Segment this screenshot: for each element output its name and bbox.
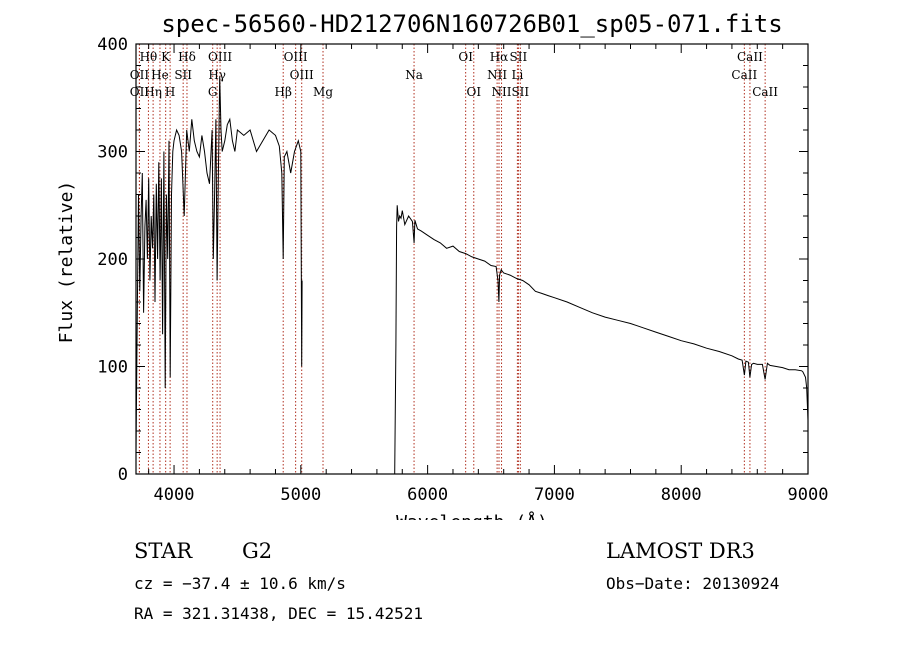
- line-label: NII: [487, 68, 507, 82]
- line-label: Hδ: [178, 50, 196, 64]
- x-axis-label: Wavelength (Å): [396, 511, 548, 520]
- plot-frame: [135, 43, 809, 475]
- x-tick-label: 8000: [661, 485, 702, 505]
- x-tick-label: 4000: [154, 485, 195, 505]
- y-tick-label: 200: [97, 250, 128, 270]
- object-subclass: G2: [242, 539, 273, 563]
- y-tick-label: 400: [97, 35, 128, 55]
- line-label: OI: [466, 85, 481, 99]
- line-markers: [138, 44, 766, 474]
- x-tick-label: 7000: [534, 485, 575, 505]
- line-label: Hθ: [140, 50, 158, 64]
- x-tick-label: 5000: [280, 485, 321, 505]
- y-tick-label: 0: [118, 465, 128, 485]
- line-label: OIII: [208, 50, 232, 64]
- line-label: Hα: [490, 50, 509, 64]
- line-label: OII: [130, 85, 150, 99]
- line-label: SII: [510, 50, 528, 64]
- x-tick-label: 9000: [788, 485, 829, 505]
- line-label: Li: [511, 68, 523, 82]
- line-label: CaII: [737, 50, 763, 64]
- line-label: Hη: [144, 85, 162, 99]
- survey-name: LAMOST DR3: [606, 539, 755, 563]
- line-label: He: [151, 68, 169, 82]
- coordinates: RA = 321.31438, DEC = 15.42521: [134, 604, 423, 623]
- line-label: Hγ: [208, 68, 226, 82]
- line-label: Mg: [313, 85, 333, 99]
- line-label: NII: [492, 85, 512, 99]
- redshift-velocity: cz = −37.4 ± 10.6 km/s: [134, 574, 346, 593]
- y-tick-label: 100: [97, 358, 128, 378]
- line-label: G: [208, 85, 218, 99]
- spectrum-chart: spec-56560-HD212706N160726B01_sp05-071.f…: [56, 10, 828, 520]
- spectrum-series-2: [394, 205, 809, 475]
- line-label: CaII: [731, 68, 757, 82]
- line-label: OIII: [284, 50, 308, 64]
- spectrum-series-1: [135, 76, 303, 453]
- line-label: OII: [130, 68, 150, 82]
- line-label: Hβ: [275, 85, 292, 99]
- spectrum-plot: [135, 76, 809, 475]
- object-class: STAR: [134, 539, 193, 563]
- chart-title: spec-56560-HD212706N160726B01_sp05-071.f…: [161, 10, 782, 38]
- line-label: SII: [511, 85, 529, 99]
- line-label: OI: [458, 50, 473, 64]
- line-label: Na: [405, 68, 423, 82]
- y-tick-label: 300: [97, 143, 128, 163]
- line-label: H: [165, 85, 175, 99]
- axes: 4000 5000 6000 7000 8000 9000 0 100 200 300 400: [97, 35, 828, 505]
- line-label: SII: [174, 68, 192, 82]
- x-tick-label: 6000: [407, 485, 448, 505]
- y-axis-label: Flux (relative): [56, 181, 77, 344]
- line-label: OIII: [290, 68, 314, 82]
- line-label: K: [161, 50, 171, 64]
- line-label: CaII: [752, 85, 778, 99]
- observation-date: Obs−Date: 20130924: [606, 574, 780, 593]
